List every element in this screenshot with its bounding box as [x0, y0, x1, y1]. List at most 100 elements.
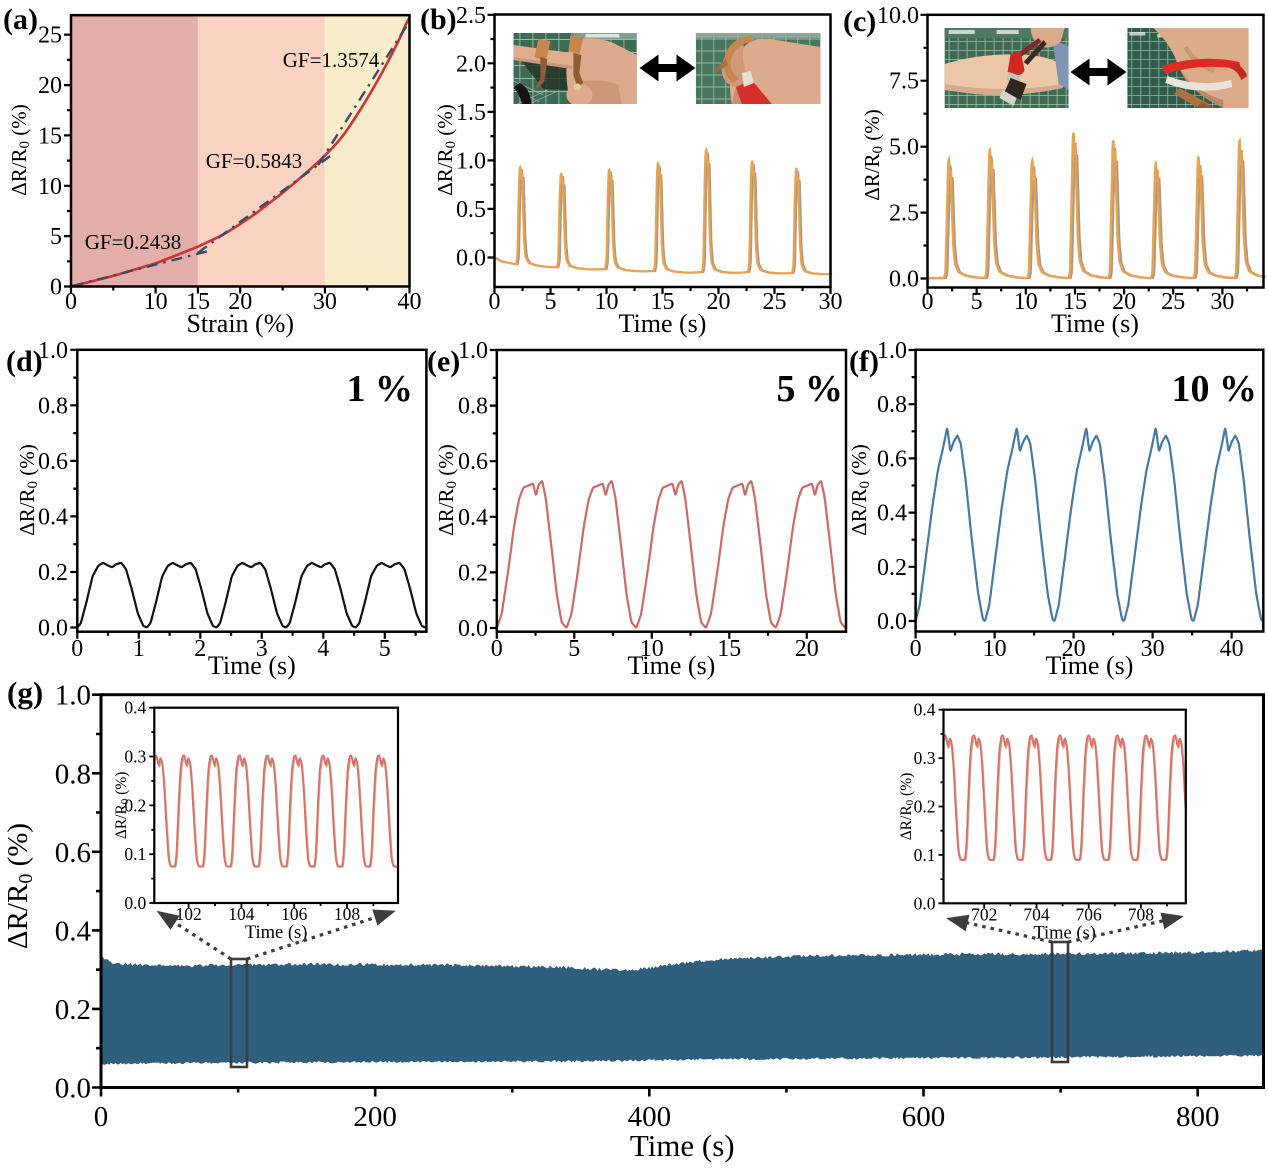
svg-text:Time (s): Time (s): [208, 651, 296, 680]
svg-text:1.0: 1.0: [55, 680, 91, 712]
svg-text:25: 25: [1161, 289, 1185, 315]
svg-text:10.0: 10.0: [877, 3, 919, 29]
svg-text:1: 1: [133, 636, 145, 662]
svg-text:706: 706: [1076, 904, 1103, 924]
svg-text:ΔR/R0 (%): ΔR/R0 (%): [898, 773, 916, 841]
svg-text:25: 25: [763, 289, 787, 315]
svg-text:20: 20: [1062, 636, 1086, 662]
svg-text:0.0: 0.0: [889, 267, 919, 293]
svg-text:0.6: 0.6: [877, 446, 907, 472]
svg-text:0.8: 0.8: [877, 392, 907, 418]
svg-text:0: 0: [94, 1101, 109, 1133]
svg-text:0.4: 0.4: [55, 915, 92, 947]
svg-text:ΔR/R0 (%): ΔR/R0 (%): [847, 444, 873, 536]
svg-text:0: 0: [922, 289, 934, 315]
svg-text:(f): (f): [849, 345, 879, 378]
svg-text:ΔR/R0 (%): ΔR/R0 (%): [113, 772, 131, 840]
svg-text:702: 702: [971, 904, 997, 924]
svg-text:Time (s): Time (s): [1051, 309, 1139, 338]
svg-text:15: 15: [1063, 289, 1087, 315]
svg-text:Time (s): Time (s): [627, 651, 715, 680]
svg-text:10: 10: [38, 174, 62, 200]
svg-text:(g): (g): [7, 675, 43, 710]
svg-text:ΔR/R0 (%): ΔR/R0 (%): [15, 444, 41, 536]
svg-text:0.0: 0.0: [877, 609, 907, 635]
svg-text:40: 40: [1220, 636, 1244, 662]
svg-text:0.1: 0.1: [914, 845, 936, 865]
svg-text:5 %: 5 %: [777, 368, 844, 410]
svg-text:20: 20: [707, 289, 731, 315]
svg-text:20: 20: [38, 73, 62, 99]
svg-text:600: 600: [902, 1101, 946, 1133]
svg-text:20: 20: [228, 289, 252, 315]
svg-text:0.0: 0.0: [38, 616, 68, 642]
svg-text:0: 0: [65, 289, 77, 315]
svg-text:0.0: 0.0: [55, 1073, 91, 1105]
svg-text:0.0: 0.0: [124, 893, 146, 913]
svg-text:Time (s): Time (s): [1033, 923, 1096, 943]
svg-text:(c): (c): [843, 5, 876, 38]
svg-text:2: 2: [194, 636, 206, 662]
svg-text:10: 10: [144, 289, 168, 315]
svg-text:20: 20: [795, 636, 819, 662]
svg-text:ΔR/R0 (%): ΔR/R0 (%): [2, 823, 37, 949]
svg-text:0: 0: [50, 275, 62, 301]
svg-text:Strain (%): Strain (%): [186, 309, 294, 338]
svg-text:2.0: 2.0: [456, 51, 486, 77]
svg-text:0.4: 0.4: [458, 505, 488, 531]
svg-text:2.5: 2.5: [456, 3, 486, 29]
svg-text:0.1: 0.1: [124, 844, 146, 864]
svg-text:Time (s): Time (s): [1046, 651, 1134, 680]
svg-text:0.2: 0.2: [914, 797, 936, 817]
svg-text:200: 200: [353, 1101, 397, 1133]
svg-text:0.8: 0.8: [38, 393, 68, 419]
svg-text:5: 5: [545, 289, 557, 315]
svg-text:0.3: 0.3: [914, 748, 936, 768]
svg-text:0.0: 0.0: [914, 893, 936, 913]
svg-text:30: 30: [819, 289, 843, 315]
svg-text:704: 704: [1023, 904, 1050, 924]
svg-text:7.5: 7.5: [889, 69, 919, 95]
svg-text:5: 5: [50, 224, 62, 250]
svg-text:(a): (a): [3, 3, 38, 36]
svg-text:108: 108: [334, 904, 361, 924]
svg-text:0.0: 0.0: [458, 616, 488, 642]
svg-text:4: 4: [317, 636, 329, 662]
svg-text:5: 5: [568, 636, 580, 662]
svg-text:800: 800: [1176, 1101, 1220, 1133]
svg-text:0.5: 0.5: [456, 197, 486, 223]
svg-text:10: 10: [595, 289, 619, 315]
svg-text:1.0: 1.0: [458, 338, 488, 364]
svg-text:10: 10: [1014, 289, 1038, 315]
svg-text:1 %: 1 %: [347, 368, 414, 410]
svg-text:0.0: 0.0: [456, 246, 486, 272]
svg-text:GF=0.2438: GF=0.2438: [85, 230, 181, 254]
svg-text:0.4: 0.4: [38, 504, 68, 530]
svg-text:Time (s): Time (s): [630, 1128, 735, 1163]
svg-text:15: 15: [186, 289, 210, 315]
svg-text:0: 0: [489, 289, 501, 315]
svg-text:1.0: 1.0: [456, 148, 486, 174]
svg-text:Time (s): Time (s): [619, 309, 707, 338]
svg-text:104: 104: [228, 904, 255, 924]
svg-text:0.8: 0.8: [55, 758, 91, 790]
svg-text:ΔR/R0 (%): ΔR/R0 (%): [433, 104, 459, 196]
svg-text:40: 40: [398, 289, 422, 315]
svg-text:0: 0: [71, 636, 83, 662]
svg-text:15: 15: [651, 289, 675, 315]
svg-text:400: 400: [628, 1101, 672, 1133]
svg-text:20: 20: [1112, 289, 1136, 315]
svg-text:0.3: 0.3: [124, 747, 146, 767]
svg-text:30: 30: [313, 289, 337, 315]
svg-text:Time (s): Time (s): [245, 923, 308, 943]
svg-text:3: 3: [256, 636, 268, 662]
svg-text:5.0: 5.0: [889, 135, 919, 161]
svg-text:ΔR/R0 (%): ΔR/R0 (%): [7, 104, 33, 196]
svg-text:0.6: 0.6: [38, 449, 68, 475]
svg-text:106: 106: [281, 904, 308, 924]
svg-text:(e): (e): [427, 345, 460, 378]
svg-text:708: 708: [1128, 904, 1155, 924]
svg-text:(d): (d): [6, 345, 43, 378]
svg-text:5: 5: [971, 289, 983, 315]
svg-text:0: 0: [491, 636, 503, 662]
